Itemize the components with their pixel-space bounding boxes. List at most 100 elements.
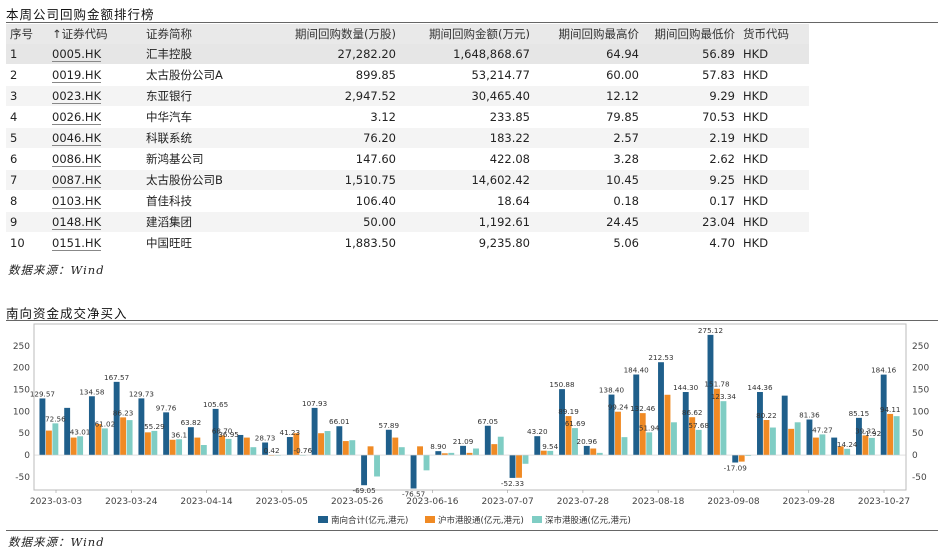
data-label: 86.23 <box>113 408 134 417</box>
security-code-link[interactable]: 0026.HK <box>52 110 102 125</box>
data-label: 97.76 <box>156 403 177 412</box>
bar-sz <box>473 448 479 456</box>
bar-total <box>633 374 640 456</box>
security-code-link[interactable]: 0103.HK <box>52 194 102 209</box>
data-label: 275.12 <box>698 326 723 335</box>
table-row[interactable]: 10 0151.HK 中国旺旺 1,883.50 9,235.80 5.06 4.70 HKD <box>6 232 809 254</box>
bar-total <box>262 442 269 456</box>
table-row[interactable]: 8 0103.HK 首佳科技 106.40 18.64 0.18 0.17 HKD <box>6 190 809 212</box>
cell-buyback-high: 0.18 <box>534 190 643 212</box>
table-row[interactable]: 3 0023.HK 东亚银行 2,947.52 30,465.40 12.12 9.29 HK… <box>6 85 809 107</box>
col-header-code[interactable]: ↑证券代码 <box>48 24 142 44</box>
bar-sz <box>176 439 183 456</box>
bar-sh <box>70 437 77 456</box>
cell-currency-code: HKD <box>739 148 809 170</box>
bar-sh <box>714 388 720 456</box>
table-row[interactable]: 1 0005.HK 汇丰控股 27,282.20 1,648,868.67 64.94 56… <box>6 44 809 65</box>
chart-source-note: 数据来源：Wind <box>8 535 105 549</box>
bar-sh <box>367 446 374 456</box>
cell-buyback-high: 3.28 <box>534 148 643 170</box>
cell-security-name: 建滔集团 <box>142 211 266 233</box>
data-label: 129.73 <box>129 389 154 398</box>
bar-sz <box>349 440 356 456</box>
cell-buyback-amount: 422.08 <box>400 148 534 170</box>
y-tick-label-right: 150 <box>912 386 929 396</box>
y-tick-label-left: 200 <box>13 364 30 374</box>
cell-row-index: 8 <box>6 190 48 212</box>
table-row[interactable]: 2 0019.HK 太古股份公司A 899.85 53,214.77 60.00 57.83… <box>6 64 809 86</box>
bar-sz <box>374 455 380 477</box>
col-header-high: 期间回购最高价 <box>534 24 643 44</box>
table-row[interactable]: 6 0086.HK 新鸿基公司 147.60 422.08 3.28 2.62 HKD <box>6 148 809 170</box>
plot-frame <box>33 323 907 491</box>
security-code-link[interactable]: 0046.HK <box>52 131 102 146</box>
cell-buyback-high: 24.45 <box>534 211 643 233</box>
data-label: 129.57 <box>30 390 55 399</box>
col-header-index: 序号 <box>6 24 48 44</box>
bar-total <box>682 392 689 456</box>
data-label: 144.30 <box>673 383 699 392</box>
data-label: 184.40 <box>624 366 650 375</box>
bar-total <box>460 445 466 456</box>
data-label: 85.15 <box>849 409 870 418</box>
table-row[interactable]: 7 0087.HK 太古股份公司B 1,510.75 14,602.42 10.45 9.2… <box>6 169 809 191</box>
security-code-link[interactable]: 0023.HK <box>52 89 102 104</box>
data-label: 61.02 <box>95 419 116 428</box>
bar-sh <box>639 413 646 456</box>
table-title-rule <box>6 22 938 23</box>
cell-row-index: 2 <box>6 64 48 86</box>
cell-buyback-low: 2.62 <box>643 148 739 170</box>
y-tick-label-left: 150 <box>13 386 30 396</box>
x-tick-label: 2023-09-08 <box>707 497 760 507</box>
data-label: 105.65 <box>203 400 228 409</box>
security-code-link[interactable]: 0019.HK <box>52 68 102 83</box>
bar-total <box>237 434 244 456</box>
legend-label: 沪市港股通(亿元,港元) <box>438 515 524 526</box>
y-tick-label-left: 0 <box>24 451 30 461</box>
cell-buyback-low: 56.89 <box>643 44 739 65</box>
cell-currency-code: HKD <box>739 64 809 86</box>
security-code-link[interactable]: 0086.HK <box>52 152 102 167</box>
x-tick-label: 2023-09-28 <box>783 497 836 507</box>
bar-sh <box>738 455 745 462</box>
bar-sh <box>169 439 176 456</box>
bar-total <box>435 451 442 456</box>
bar-total <box>855 417 862 456</box>
cell-buyback-amount: 233.85 <box>400 106 534 128</box>
bar-sh <box>615 411 621 456</box>
bar-total <box>880 374 887 456</box>
data-label: 57.89 <box>379 421 400 430</box>
x-tick-label: 2023-04-14 <box>180 497 233 507</box>
cell-security-name: 中华汽车 <box>142 106 266 128</box>
bar-total <box>583 445 590 456</box>
table-row[interactable]: 9 0148.HK 建滔集团 50.00 1,192.61 24.45 23.04 HKD <box>6 211 809 233</box>
data-label: -17.09 <box>724 464 748 473</box>
data-label: 28.73 <box>255 434 276 443</box>
bar-sh <box>417 446 423 456</box>
security-code-link[interactable]: 0087.HK <box>52 173 102 188</box>
cell-buyback-amount: 1,192.61 <box>400 211 534 233</box>
data-label: 107.93 <box>302 399 327 408</box>
cell-buyback-low: 9.29 <box>643 85 739 107</box>
bar-sh <box>516 455 522 478</box>
security-code-link[interactable]: 0148.HK <box>52 215 102 230</box>
data-label: 47.27 <box>812 425 833 434</box>
cell-buyback-quantity: 2,947.52 <box>266 85 400 107</box>
cell-buyback-amount: 14,602.42 <box>400 169 534 191</box>
data-label: 212.53 <box>648 353 673 362</box>
bar-total <box>39 398 46 456</box>
cell-buyback-high: 12.12 <box>534 85 643 107</box>
security-code-link[interactable]: 0005.HK <box>52 47 102 62</box>
col-header-name: 证券简称 <box>142 24 266 44</box>
bar-sh <box>540 450 547 456</box>
bar-sz <box>794 422 801 456</box>
bar-sz <box>572 428 578 456</box>
bar-sz <box>745 455 752 456</box>
table-row[interactable]: 5 0046.HK 科联系统 76.20 183.22 2.57 2.19 HKD <box>6 127 809 149</box>
bar-sz <box>769 427 776 456</box>
table-row[interactable]: 4 0026.HK 中华汽车 3.12 233.85 79.85 70.53 HKD <box>6 106 809 128</box>
y-tick-label-left: -50 <box>15 473 30 483</box>
security-code-link[interactable]: 0151.HK <box>52 236 102 251</box>
data-label: 184.16 <box>871 366 897 375</box>
bar-sz <box>423 455 430 471</box>
